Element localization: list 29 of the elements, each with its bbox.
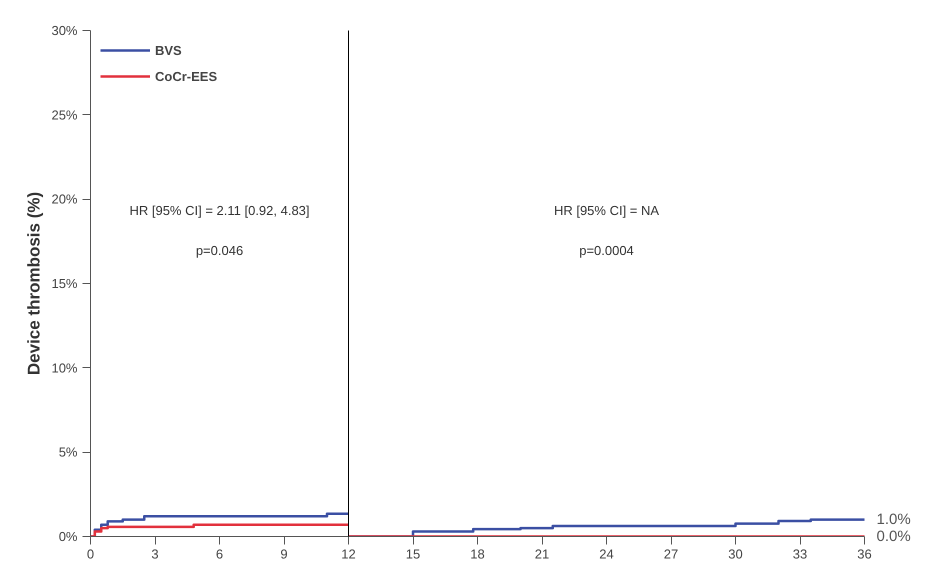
annotation: HR [95% CI] = 2.11 [0.92, 4.83]	[129, 203, 310, 218]
legend-label: CoCr-EES	[155, 68, 218, 84]
y-tick-label: 0%	[58, 529, 78, 544]
x-tick-label: 6	[216, 546, 224, 562]
x-tick-label: 12	[341, 546, 356, 562]
x-tick-label: 9	[280, 546, 288, 562]
legend-label: BVS	[155, 42, 182, 58]
x-tick-label: 21	[534, 546, 550, 562]
x-tick-label: 15	[406, 546, 420, 562]
annotation: HR [95% CI] = NA	[554, 203, 660, 218]
y-tick-label: 30%	[51, 23, 78, 38]
x-tick-label: 33	[792, 546, 808, 562]
y-tick-label: 25%	[51, 107, 78, 122]
y-axis-title: Device thrombosis (%)	[24, 192, 44, 376]
annotation: 0.0%	[876, 528, 911, 545]
x-tick-label: 30	[728, 546, 743, 562]
y-tick-label: 10%	[51, 360, 78, 376]
annotation: p=0.046	[196, 243, 244, 258]
x-tick-label: 3	[151, 546, 159, 562]
annotation: p=0.0004	[579, 243, 634, 258]
y-tick-label: 15%	[51, 276, 78, 291]
y-tick-label: 5%	[58, 444, 78, 460]
x-tick-label: 24	[599, 546, 614, 562]
y-tick-label: 20%	[51, 192, 78, 207]
x-tick-label: 0	[86, 546, 94, 562]
x-tick-label: 27	[664, 546, 678, 562]
x-tick-label: 36	[857, 546, 872, 562]
x-tick-label: 18	[470, 546, 485, 562]
annotation: 1.0%	[876, 511, 911, 528]
